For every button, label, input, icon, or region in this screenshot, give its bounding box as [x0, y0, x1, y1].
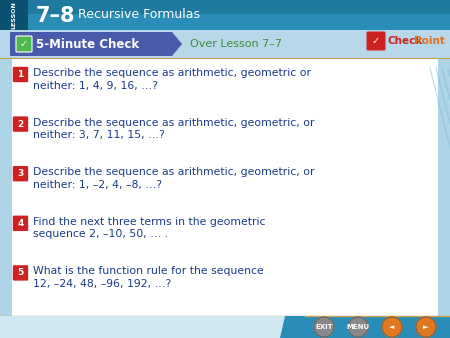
Text: What is the function rule for the sequence: What is the function rule for the sequen…: [33, 266, 264, 276]
Circle shape: [348, 317, 368, 337]
Text: Check: Check: [388, 36, 423, 46]
Text: neither: 1, –2, 4, –8, …?: neither: 1, –2, 4, –8, …?: [33, 180, 162, 190]
FancyBboxPatch shape: [13, 166, 28, 182]
Text: sequence 2, –10, 50, … .: sequence 2, –10, 50, … .: [33, 229, 168, 239]
FancyBboxPatch shape: [0, 0, 450, 14]
Text: MENU: MENU: [346, 324, 369, 330]
Text: Find the next three terms in the geometric: Find the next three terms in the geometr…: [33, 217, 266, 227]
Text: neither: 1, 4, 9, 16, …?: neither: 1, 4, 9, 16, …?: [33, 80, 158, 91]
Circle shape: [314, 317, 334, 337]
Text: 4: 4: [17, 219, 24, 228]
Text: EXIT: EXIT: [315, 324, 333, 330]
FancyBboxPatch shape: [16, 36, 32, 52]
Text: 3: 3: [18, 169, 23, 178]
Text: LESSON: LESSON: [12, 1, 17, 29]
Circle shape: [382, 317, 402, 337]
Text: 12, –24, 48, –96, 192, …?: 12, –24, 48, –96, 192, …?: [33, 279, 171, 289]
FancyBboxPatch shape: [13, 216, 28, 231]
FancyBboxPatch shape: [13, 265, 28, 281]
FancyBboxPatch shape: [0, 316, 450, 338]
Text: Describe the sequence as arithmetic, geometric, or: Describe the sequence as arithmetic, geo…: [33, 118, 315, 128]
Text: neither: 3, 7, 11, 15, …?: neither: 3, 7, 11, 15, …?: [33, 130, 165, 140]
FancyBboxPatch shape: [0, 58, 450, 316]
Text: ◄: ◄: [389, 324, 395, 330]
Text: Describe the sequence as arithmetic, geometric or: Describe the sequence as arithmetic, geo…: [33, 68, 311, 78]
Text: ✓: ✓: [20, 39, 28, 49]
Text: Describe the sequence as arithmetic, geometric, or: Describe the sequence as arithmetic, geo…: [33, 167, 315, 177]
FancyBboxPatch shape: [0, 0, 28, 30]
Text: 5-Minute Check: 5-Minute Check: [36, 38, 139, 50]
Text: 7–8: 7–8: [36, 6, 76, 26]
Text: Point: Point: [414, 36, 445, 46]
Text: 1: 1: [18, 70, 23, 79]
FancyBboxPatch shape: [13, 67, 28, 82]
Text: ✓: ✓: [372, 36, 380, 46]
Text: Over Lesson 7–7: Over Lesson 7–7: [190, 39, 282, 49]
FancyBboxPatch shape: [366, 31, 386, 50]
FancyBboxPatch shape: [438, 58, 450, 316]
FancyBboxPatch shape: [0, 0, 450, 30]
Polygon shape: [280, 316, 305, 338]
Text: 2: 2: [18, 120, 23, 128]
FancyBboxPatch shape: [0, 316, 290, 338]
Polygon shape: [10, 32, 182, 56]
FancyBboxPatch shape: [0, 58, 12, 316]
Text: 5: 5: [18, 268, 23, 277]
FancyBboxPatch shape: [0, 30, 450, 58]
Text: ►: ►: [423, 324, 429, 330]
Circle shape: [416, 317, 436, 337]
Text: Recursive Formulas: Recursive Formulas: [78, 8, 200, 22]
FancyBboxPatch shape: [13, 116, 28, 132]
